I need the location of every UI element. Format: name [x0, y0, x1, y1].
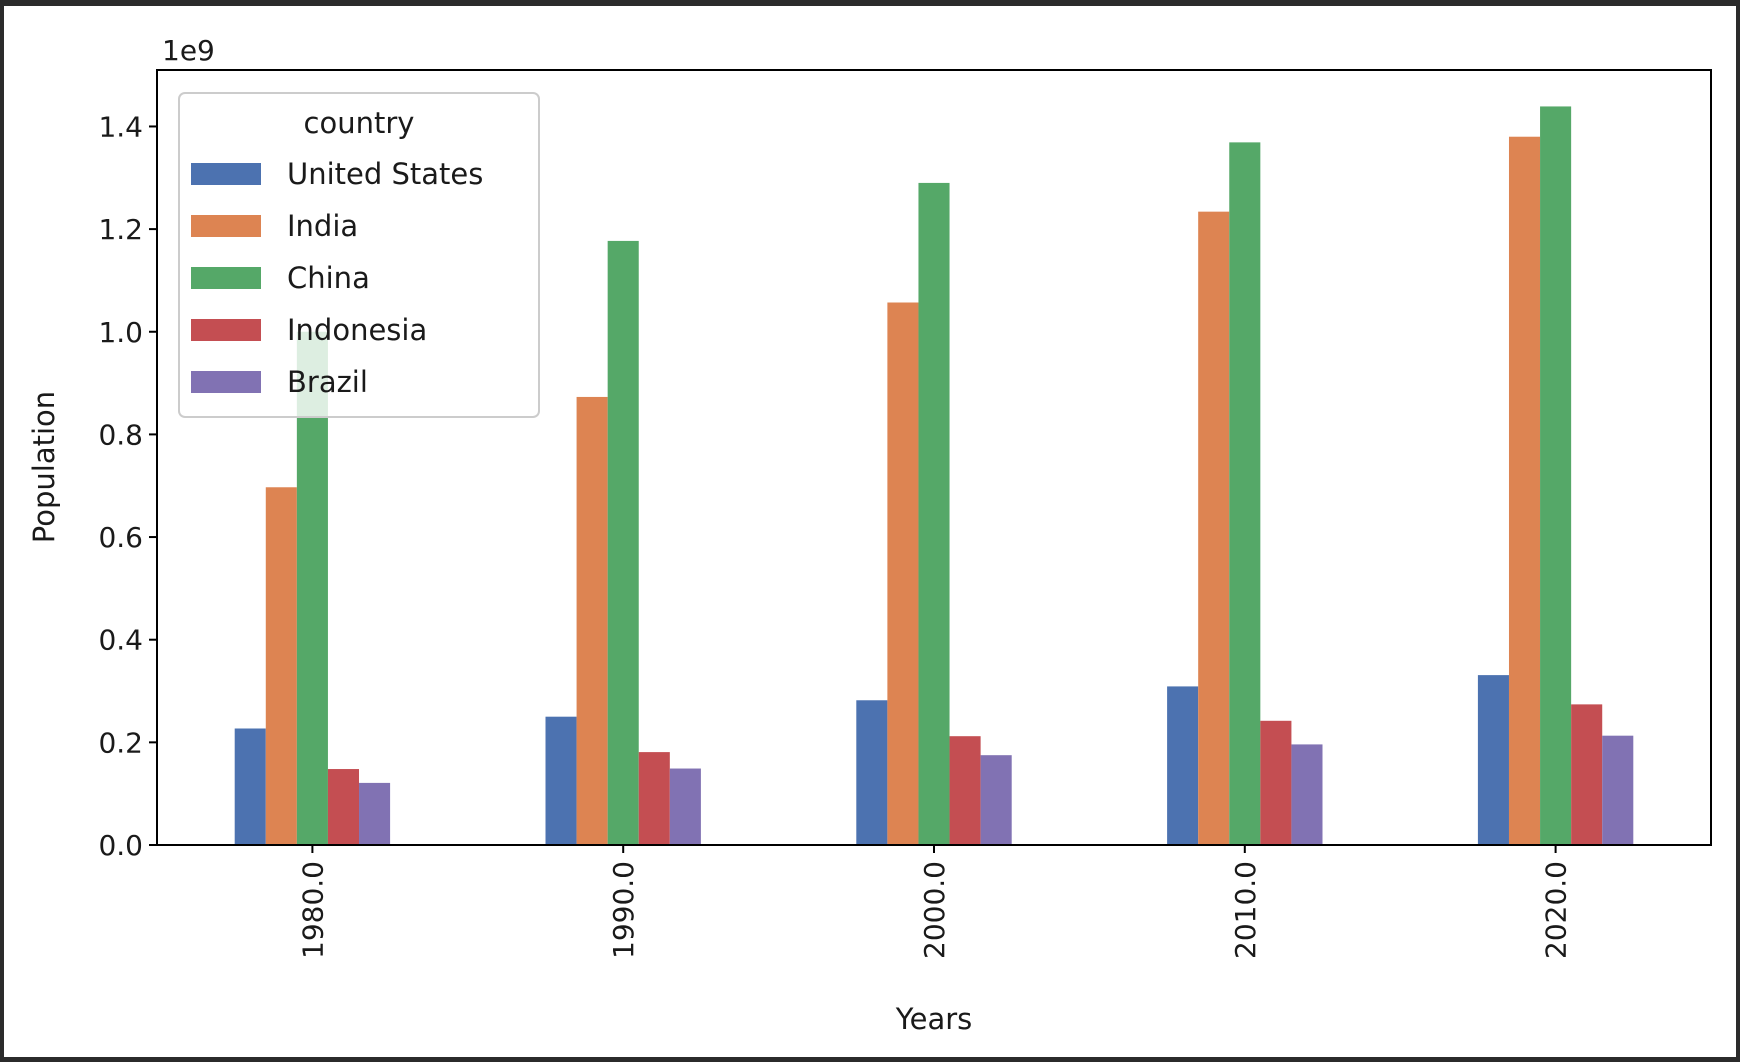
- y-offset-text: 1e9: [162, 34, 215, 67]
- bar-china-2010-0: [1229, 142, 1261, 845]
- y-tick-label: 1.4: [98, 110, 143, 143]
- bars-group: [234, 106, 1634, 846]
- bar-brazil-2010-0: [1291, 744, 1323, 845]
- legend-label-brazil: Brazil: [287, 365, 368, 399]
- y-tick-label: 0.6: [98, 521, 143, 554]
- bar-india-1990-0: [576, 396, 608, 845]
- y-tick-label: 0.8: [98, 418, 143, 451]
- chart-canvas: 0.0 0.2 0.4 0.6 0.8 1.0 1.2 1.4 1980.0 1990.0 200…: [4, 6, 1736, 1057]
- bar-indonesia-1990-0: [638, 752, 670, 845]
- y-tick-label: 0.0: [98, 829, 143, 862]
- legend-swatch-united-states: [191, 163, 261, 185]
- bar-india-1980-0: [265, 487, 297, 845]
- legend-box: [178, 92, 540, 418]
- bar-brazil-1990-0: [669, 768, 701, 845]
- x-tick-label: 2000.0: [918, 861, 951, 959]
- y-tick-label: 0.2: [98, 726, 143, 759]
- legend-label-china: China: [287, 261, 370, 295]
- bar-indonesia-2020-0: [1571, 704, 1603, 845]
- bar-united-states-1990-0: [545, 716, 577, 845]
- x-tick-label: 1990.0: [607, 861, 640, 959]
- legend-label-india: India: [287, 209, 358, 243]
- legend-title: country: [304, 106, 415, 140]
- bar-india-2010-0: [1198, 211, 1230, 845]
- x-axis: 1980.0 1990.0 2000.0 2010.0 2020.0: [296, 845, 1573, 959]
- bar-brazil-2000-0: [980, 755, 1012, 845]
- bar-china-2020-0: [1540, 106, 1572, 845]
- bar-indonesia-2010-0: [1260, 720, 1292, 845]
- legend-swatch-indonesia: [191, 319, 261, 341]
- bar-united-states-2010-0: [1167, 686, 1199, 845]
- legend-label-united-states: United States: [287, 157, 483, 191]
- x-tick-label: 2010.0: [1229, 861, 1262, 959]
- legend-swatch-india: [191, 215, 261, 237]
- y-tick-label: 1.0: [98, 316, 143, 349]
- x-tick-label: 1980.0: [296, 861, 329, 959]
- x-tick-label: 2020.0: [1540, 861, 1573, 959]
- bar-united-states-2020-0: [1477, 675, 1509, 845]
- legend-label-indonesia: Indonesia: [287, 313, 427, 347]
- y-axis: 0.0 0.2 0.4 0.6 0.8 1.0 1.2 1.4: [98, 110, 157, 862]
- legend: country United States India China Indonesia…: [178, 92, 540, 418]
- y-tick-label: 1.2: [98, 213, 143, 246]
- bar-brazil-2020-0: [1602, 735, 1634, 845]
- bar-india-2020-0: [1508, 136, 1541, 845]
- y-axis-label: Population: [27, 391, 61, 543]
- legend-swatch-china: [191, 267, 261, 289]
- bar-indonesia-2000-0: [949, 736, 981, 845]
- bar-china-2000-0: [918, 182, 950, 845]
- bar-india-2000-0: [887, 302, 919, 845]
- x-axis-label: Years: [895, 1002, 973, 1036]
- legend-items: United States India China Indonesia Brazil: [191, 157, 483, 399]
- legend-swatch-brazil: [191, 371, 261, 393]
- bar-united-states-2000-0: [856, 700, 888, 845]
- y-tick-label: 0.4: [98, 624, 143, 657]
- bar-indonesia-1980-0: [327, 769, 360, 845]
- bar-united-states-1980-0: [234, 728, 266, 845]
- bar-chart: 0.0 0.2 0.4 0.6 0.8 1.0 1.2 1.4 1980.0 1990.0 200…: [27, 34, 1712, 1036]
- bar-china-1990-0: [607, 240, 639, 846]
- bar-brazil-1980-0: [359, 782, 391, 845]
